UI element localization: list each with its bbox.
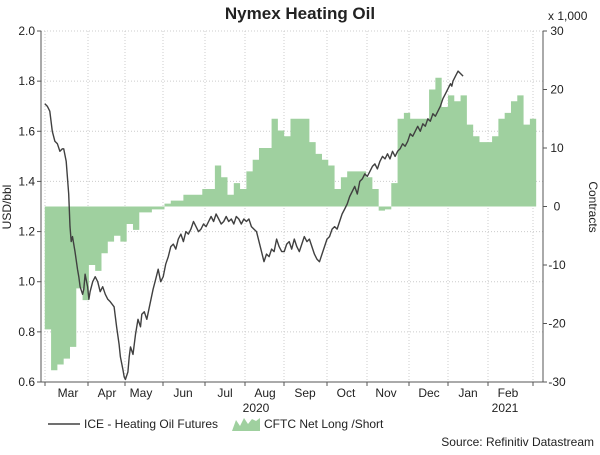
x-year-label: 2020 xyxy=(243,401,270,415)
right-tick-label: 20 xyxy=(550,83,564,97)
left-tick-label: 1.2 xyxy=(18,225,35,239)
cftc-area-group xyxy=(44,77,537,371)
left-tick-label: 1.6 xyxy=(18,124,35,138)
x-month-label: Feb xyxy=(498,386,519,400)
right-tick-label: -10 xyxy=(548,258,566,272)
cftc-area xyxy=(44,77,537,371)
legend-label-futures: ICE - Heating Oil Futures xyxy=(84,417,218,431)
right-tick-label: -20 xyxy=(548,317,566,331)
left-axis-ticks: 0.6 0.8 1.0 1.2 1.4 1.6 1.8 2.0 xyxy=(18,24,41,389)
right-tick-label: 10 xyxy=(550,141,564,155)
right-tick-label: 30 xyxy=(550,24,564,38)
legend: ICE - Heating Oil Futures CFTC Net Long … xyxy=(48,417,384,431)
right-axis-title: Contracts xyxy=(586,181,600,232)
left-axis-title: USD/bbl xyxy=(0,185,14,230)
x-month-label: Jan xyxy=(458,386,477,400)
futures-line xyxy=(44,70,464,381)
x-month-label: Aug xyxy=(254,386,275,400)
right-tick-label: -30 xyxy=(548,375,566,389)
x-month-label: Jun xyxy=(173,386,192,400)
legend-area-swatch xyxy=(232,418,260,431)
x-month-label: Dec xyxy=(418,386,439,400)
x-month-label: Nov xyxy=(375,386,396,400)
x-month-label: Apr xyxy=(98,386,117,400)
futures-line-group xyxy=(44,70,464,381)
left-tick-label: 0.6 xyxy=(18,375,35,389)
x-month-label: Sep xyxy=(294,386,316,400)
x-month-label: Oct xyxy=(337,386,356,400)
left-tick-label: 1.8 xyxy=(18,74,35,88)
right-tick-label: 0 xyxy=(554,200,561,214)
right-axis-ticks: -30 -20 -10 0 10 20 30 xyxy=(543,24,566,389)
x-month-label: May xyxy=(130,386,153,400)
left-tick-label: 1.0 xyxy=(18,275,35,289)
x-axis-ticks: Mar Apr May Jun Jul Aug Sep Oct Nov Dec Jan Feb 2020… xyxy=(44,382,534,415)
left-tick-label: 0.8 xyxy=(18,325,35,339)
chart-title: Nymex Heating Oil xyxy=(225,4,375,23)
left-tick-label: 1.4 xyxy=(18,174,35,188)
x-year-label: 2021 xyxy=(492,401,519,415)
left-tick-label: 2.0 xyxy=(18,24,35,38)
right-axis-multiplier: x 1,000 xyxy=(548,9,588,23)
x-month-label: Jul xyxy=(217,386,232,400)
x-month-label: Mar xyxy=(58,386,79,400)
source-note: Source: Refinitiv Datastream xyxy=(441,435,594,449)
legend-label-cftc: CFTC Net Long /Short xyxy=(264,417,384,431)
